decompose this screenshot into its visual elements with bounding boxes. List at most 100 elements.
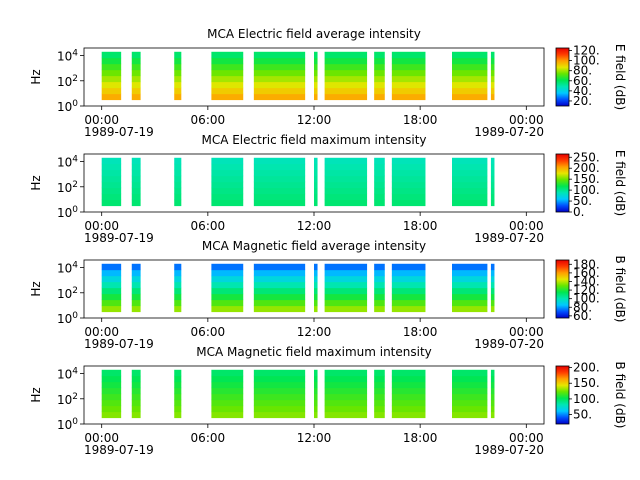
spectrogram-band — [452, 281, 488, 289]
spectrogram-band — [374, 157, 385, 165]
spectrogram-band — [324, 299, 368, 307]
spectrogram-band — [131, 163, 141, 171]
spectrogram-band — [490, 269, 495, 277]
colorbar-tick-label: 50. — [573, 194, 592, 208]
colorbar-label: B field (dB) — [613, 256, 627, 323]
y-tick-label: 100 — [57, 417, 78, 432]
spectrogram-band — [131, 57, 141, 65]
spectrogram-band — [211, 269, 244, 277]
spectrogram-band — [490, 87, 495, 95]
spectrogram-band — [211, 187, 244, 195]
colorbar-tick-label: 150. — [573, 376, 600, 390]
spectrogram-band — [131, 411, 141, 419]
spectrogram-band — [374, 175, 385, 183]
colorbar-tick-label: 120. — [573, 283, 600, 297]
spectrogram-band — [324, 187, 368, 195]
spectrogram-band — [211, 69, 244, 77]
spectrogram-band — [324, 387, 368, 395]
spectrogram-band — [314, 181, 318, 189]
spectrogram-band — [391, 369, 426, 377]
spectrogram-band — [253, 63, 306, 71]
spectrogram-band — [174, 411, 182, 419]
spectrogram-band — [490, 411, 495, 419]
y-tick-label: 102 — [57, 180, 78, 195]
spectrogram-band — [374, 81, 385, 89]
spectrogram-band — [174, 287, 182, 295]
spectrogram-band — [374, 387, 385, 395]
spectrogram-band — [211, 75, 244, 83]
spectrogram-band — [374, 169, 385, 177]
spectrogram-band — [101, 275, 122, 283]
spectrogram-band — [452, 405, 488, 413]
colorbar-tick-label: 140. — [573, 274, 600, 288]
spectrogram-band — [324, 75, 368, 83]
colorbar-tick-label: 60. — [573, 309, 592, 323]
spectrogram-band — [314, 163, 318, 171]
spectrogram-band — [253, 375, 306, 383]
spectrogram-band — [452, 305, 488, 313]
spectrogram-band — [131, 187, 141, 195]
spectrogram-band — [324, 369, 368, 377]
spectrogram-band — [131, 69, 141, 77]
spectrogram-band — [391, 405, 426, 413]
spectrogram-band — [174, 69, 182, 77]
spectrogram-band — [314, 263, 318, 271]
spectrogram-band — [101, 81, 122, 89]
spectrogram-band — [314, 187, 318, 195]
spectrogram-band — [324, 199, 368, 207]
spectrogram-band — [131, 287, 141, 295]
x-tick-label: 06:00 — [191, 325, 226, 339]
y-axis-label: Hz — [29, 281, 43, 296]
spectrogram-band — [101, 181, 122, 189]
colorbar-tick-label: 100. — [573, 292, 600, 306]
x-tick-label: 12:00 — [297, 113, 332, 127]
spectrogram-band — [324, 287, 368, 295]
end-date-label: 1989-07-20 — [474, 443, 544, 457]
spectrogram-band — [174, 275, 182, 283]
x-tick-label: 00:00 — [84, 431, 119, 445]
spectrogram-band — [174, 369, 182, 377]
spectrogram-band — [131, 387, 141, 395]
spectrogram-band — [490, 181, 495, 189]
spectrogram-band — [101, 281, 122, 289]
spectrogram-band — [324, 57, 368, 65]
spectrogram-band — [211, 399, 244, 407]
spectrogram-band — [314, 281, 318, 289]
spectrogram-band — [131, 381, 141, 389]
spectrogram-band — [174, 81, 182, 89]
spectrogram-band — [253, 81, 306, 89]
colorbar-fill — [556, 48, 569, 106]
spectrogram-band — [374, 399, 385, 407]
spectrogram-band — [391, 81, 426, 89]
spectrogram-band — [253, 411, 306, 419]
spectrogram-band — [452, 193, 488, 201]
spectrogram-band — [174, 299, 182, 307]
spectrogram-band — [314, 299, 318, 307]
spectrogram-band — [101, 57, 122, 65]
spectrogram-band — [211, 275, 244, 283]
spectrogram-band — [253, 387, 306, 395]
spectrogram-band — [374, 281, 385, 289]
spectrogram-band — [490, 193, 495, 201]
x-tick-label: 18:00 — [403, 325, 438, 339]
spectrogram-band — [101, 193, 122, 201]
spectrogram-band — [452, 369, 488, 377]
spectrogram-band — [253, 87, 306, 95]
spectrogram-band — [452, 399, 488, 407]
spectrogram-band — [131, 63, 141, 71]
spectrogram-band — [391, 269, 426, 277]
spectrogram-band — [174, 199, 182, 207]
spectrogram-band — [452, 93, 488, 101]
spectrogram-band — [391, 193, 426, 201]
spectrogram-band — [253, 293, 306, 301]
spectrogram-band — [211, 199, 244, 207]
spectrogram-band — [253, 175, 306, 183]
spectrogram-band — [490, 199, 495, 207]
spectrogram-band — [211, 369, 244, 377]
spectrogram-band — [374, 305, 385, 313]
spectrogram-band — [490, 81, 495, 89]
spectrogram-band — [314, 411, 318, 419]
spectrogram-band — [374, 393, 385, 401]
spectrogram-band — [314, 81, 318, 89]
spectrogram-band — [253, 381, 306, 389]
